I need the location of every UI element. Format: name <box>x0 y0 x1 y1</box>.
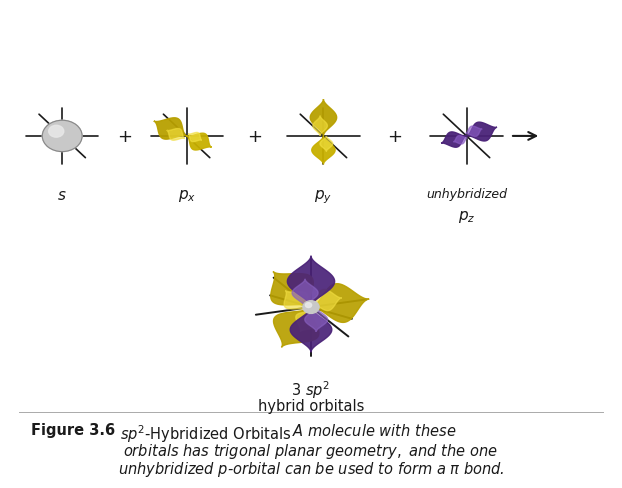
Circle shape <box>49 126 64 138</box>
Polygon shape <box>441 133 466 148</box>
Polygon shape <box>310 290 342 311</box>
Polygon shape <box>305 307 328 332</box>
Polygon shape <box>287 256 335 307</box>
Text: $\mathit{sp}^2$-Hybridized Orbitals: $\mathit{sp}^2$-Hybridized Orbitals <box>120 422 292 444</box>
Polygon shape <box>167 129 185 141</box>
Text: unhybridized: unhybridized <box>426 188 507 201</box>
Text: $p_y$: $p_y$ <box>314 188 333 205</box>
Text: +: + <box>388 128 402 145</box>
Text: $\it{unhybridized}$ $\it{p}$-orbital can be used to form a $\pi$ bond.: $\it{unhybridized}$ $\it{p}$-orbital can… <box>118 459 504 478</box>
Text: +: + <box>117 128 132 145</box>
Circle shape <box>42 121 82 152</box>
Text: $p_z$: $p_z$ <box>458 208 475 224</box>
Text: Figure 3.6: Figure 3.6 <box>31 422 120 437</box>
Polygon shape <box>274 307 319 347</box>
Polygon shape <box>154 119 187 140</box>
Polygon shape <box>310 100 337 137</box>
Polygon shape <box>296 310 321 332</box>
Polygon shape <box>311 284 369 323</box>
Text: $\it{orbitals\ has\ trigonal\ planar\ geometry,\ and\ the\ one}$: $\it{orbitals\ has\ trigonal\ planar\ ge… <box>123 441 499 460</box>
Text: $\it{A\ molecule\ with\ these}$: $\it{A\ molecule\ with\ these}$ <box>292 422 457 438</box>
Circle shape <box>303 301 319 314</box>
Text: $p_x$: $p_x$ <box>177 188 196 204</box>
Text: $3\ sp^2$: $3\ sp^2$ <box>292 378 330 400</box>
Polygon shape <box>188 133 202 142</box>
Polygon shape <box>284 291 307 310</box>
Polygon shape <box>453 136 467 145</box>
Polygon shape <box>320 137 333 152</box>
Polygon shape <box>465 127 482 137</box>
Polygon shape <box>187 134 211 151</box>
Polygon shape <box>313 117 327 137</box>
Polygon shape <box>290 307 332 352</box>
Polygon shape <box>292 279 318 307</box>
Circle shape <box>305 303 312 308</box>
Text: $s$: $s$ <box>57 188 67 203</box>
Text: +: + <box>248 128 262 145</box>
Polygon shape <box>312 137 335 165</box>
Polygon shape <box>271 272 313 307</box>
Text: hybrid orbitals: hybrid orbitals <box>258 398 364 413</box>
Polygon shape <box>466 123 497 142</box>
